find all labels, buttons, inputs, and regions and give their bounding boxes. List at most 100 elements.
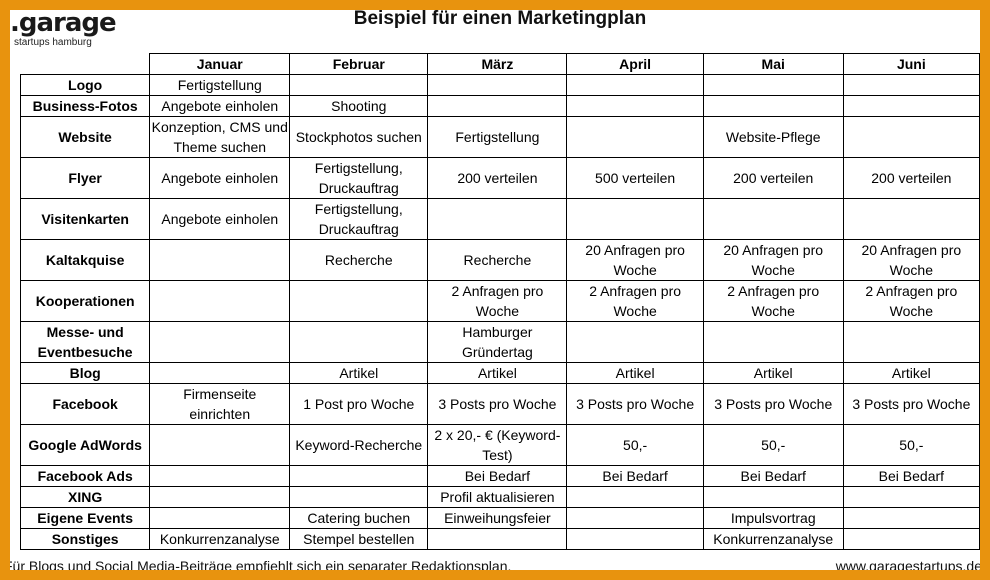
table-cell: Stockphotos suchen — [289, 116, 429, 158]
table-cell — [427, 528, 568, 550]
logo-subtitle: startups hamburg — [14, 37, 92, 48]
table-cell — [842, 321, 980, 363]
table-cell: 2 Anfragen pro Woche — [702, 280, 844, 322]
table-cell: Angebote einholen — [149, 95, 291, 117]
table-cell: Artikel — [289, 362, 429, 384]
table-cell — [842, 74, 980, 96]
table-cell: Bei Bedarf — [702, 465, 844, 487]
table-cell: Einweihungsfeier — [427, 507, 568, 529]
row-label: Kaltakquise — [19, 239, 151, 281]
table-cell — [702, 95, 844, 117]
table-cell — [566, 528, 704, 550]
table-cell: 200 verteilen — [842, 157, 980, 199]
row-label: Flyer — [19, 157, 151, 199]
table-cell: Fertigstellung, Druckauftrag — [289, 198, 429, 240]
row-label: Visitenkarten — [19, 198, 151, 240]
table-cell: Angebote einholen — [149, 198, 291, 240]
row-label: Messe- und Eventbesuche — [19, 321, 151, 363]
table-row: Website Konzeption, CMS und Theme suchen S… — [19, 116, 980, 158]
table-cell: Bei Bedarf — [566, 465, 704, 487]
row-label: Logo — [19, 74, 151, 96]
table-body: Logo Fertigstellung Business-Fotos Angebote… — [19, 74, 980, 550]
table-cell: 200 verteilen — [427, 157, 568, 199]
table-cell: Impulsvortrag — [702, 507, 844, 529]
table-row: Logo Fertigstellung — [19, 74, 980, 96]
page-title: Beispiel für einen Marketingplan — [353, 10, 647, 29]
table-cell: 50,- — [566, 424, 704, 466]
table-cell: Fertigstellung — [149, 74, 291, 96]
column-header: März — [427, 53, 568, 75]
table-cell: Firmenseite einrichten — [149, 383, 291, 425]
table-cell: 2 Anfragen pro Woche — [427, 280, 568, 322]
table-cell: 3 Posts pro Woche — [842, 383, 980, 425]
table-cell — [289, 486, 429, 508]
row-label: Google AdWords — [19, 424, 151, 466]
table-row: Google AdWords Keyword-Recherche 2 x 20,- … — [19, 424, 980, 466]
table-cell — [149, 362, 291, 384]
row-label: Facebook Ads — [19, 465, 151, 487]
table-row: Visitenkarten Angebote einholen Fertigstel… — [19, 198, 980, 240]
table-row: Blog Artikel Artikel Artikel Artikel Artikel — [19, 362, 980, 384]
table-cell: 3 Posts pro Woche — [427, 383, 568, 425]
table-cell — [289, 321, 429, 363]
table-cell: 2 Anfragen pro Woche — [566, 280, 704, 322]
table-cell — [149, 465, 291, 487]
table-row: Facebook Ads Bei Bedarf Bei Bedarf Bei Beda… — [19, 465, 980, 487]
column-header: Juni — [842, 53, 980, 75]
table-cell: 2 Anfragen pro Woche — [842, 280, 980, 322]
table-cell: 20 Anfragen pro Woche — [842, 239, 980, 281]
table-cell — [842, 507, 980, 529]
footer-note: Für Blogs und Social Media-Beiträge empf… — [10, 558, 512, 570]
table-cell: Recherche — [289, 239, 429, 281]
table-cell: Recherche — [427, 239, 568, 281]
table-cell: Konkurrenzanalyse — [149, 528, 291, 550]
table-cell — [566, 507, 704, 529]
table-cell — [702, 486, 844, 508]
column-header: Februar — [289, 53, 429, 75]
table-row: XING Profil aktualisieren — [19, 486, 980, 508]
table-cell — [289, 280, 429, 322]
table-cell — [702, 74, 844, 96]
table-cell — [289, 465, 429, 487]
table-cell: Profil aktualisieren — [427, 486, 568, 508]
table-cell — [842, 198, 980, 240]
table-cell — [566, 95, 704, 117]
table-cell — [427, 74, 568, 96]
table-cell — [149, 321, 291, 363]
table-cell — [149, 424, 291, 466]
table-cell — [842, 486, 980, 508]
table-cell: Catering buchen — [289, 507, 429, 529]
table-cell: 50,- — [702, 424, 844, 466]
footer-url[interactable]: www.garagestartups.de — [835, 558, 980, 570]
table-cell: 20 Anfragen pro Woche — [566, 239, 704, 281]
table-cell: 1 Post pro Woche — [289, 383, 429, 425]
table-cell: Fertigstellung — [427, 116, 568, 158]
table-cell: Keyword-Recherche — [289, 424, 429, 466]
garage-logo: .garage startups hamburg — [10, 10, 117, 48]
table-cell: Hamburger Gründertag — [427, 321, 568, 363]
table-cell — [842, 116, 980, 158]
table-cell: Shooting — [289, 95, 429, 117]
table-cell — [566, 321, 704, 363]
column-header: Januar — [149, 53, 291, 75]
corner-cell — [20, 53, 151, 75]
table-cell — [566, 486, 704, 508]
table-cell — [149, 486, 291, 508]
column-header: Mai — [702, 53, 844, 75]
table-cell — [427, 198, 568, 240]
table-cell: Artikel — [702, 362, 844, 384]
table-cell: Bei Bedarf — [842, 465, 980, 487]
row-label: Blog — [19, 362, 151, 384]
table-cell — [842, 528, 980, 550]
table-cell — [289, 74, 429, 96]
table-cell: Stempel bestellen — [289, 528, 429, 550]
table-cell — [702, 198, 844, 240]
table-cell: Fertigstellung, Druckauftrag — [289, 157, 429, 199]
table-cell — [149, 280, 291, 322]
table-cell: Artikel — [842, 362, 980, 384]
table-cell: Bei Bedarf — [427, 465, 568, 487]
logo-wordmark: .garage — [10, 10, 117, 38]
row-label: Kooperationen — [19, 280, 151, 322]
row-label: XING — [19, 486, 151, 508]
table-cell — [702, 321, 844, 363]
